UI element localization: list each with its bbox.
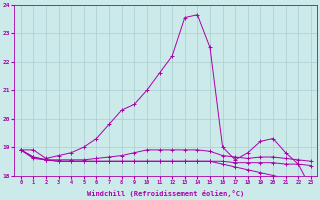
X-axis label: Windchill (Refroidissement éolien,°C): Windchill (Refroidissement éolien,°C)	[87, 190, 244, 197]
